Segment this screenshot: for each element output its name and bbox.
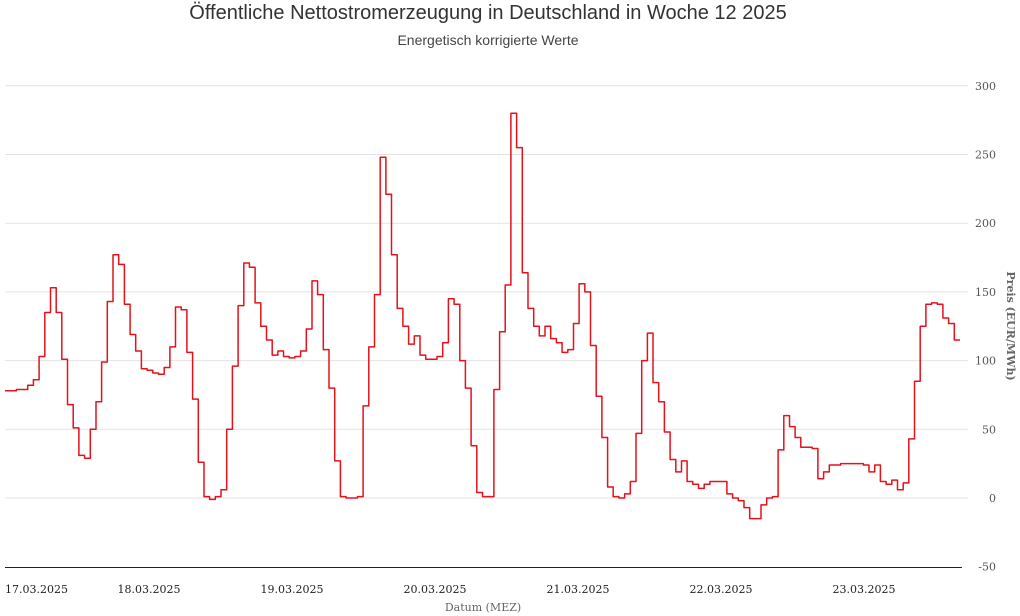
chart-subtitle: Energetisch korrigierte Werte [397,32,579,48]
y-tick-label: 300 [975,80,996,93]
x-tick-label: 22.03.2025 [690,583,753,596]
y-tick-label: -50 [978,561,996,574]
y-tick-label: 150 [975,286,996,299]
x-axis-title: Datum (MEZ) [445,601,521,614]
y-tick-label: 100 [975,355,996,368]
x-tick-label: 17.03.2025 [5,583,68,596]
y-tick-label: 200 [975,217,996,230]
chart-title: Öffentliche Nettostromerzeugung in Deuts… [189,2,787,24]
x-tick-label: 20.03.2025 [404,583,467,596]
y-tick-label: 50 [982,423,996,436]
y-tick-label: 0 [989,492,996,505]
x-tick-label: 21.03.2025 [547,583,610,596]
x-tick-label: 18.03.2025 [118,583,181,596]
price-series-line [5,112,960,520]
y-axis-title: Preis (EUR/MWh) [1004,271,1017,380]
x-tick-label: 19.03.2025 [261,583,324,596]
x-tick-label: 23.03.2025 [833,583,896,596]
y-tick-label: 250 [975,149,996,162]
